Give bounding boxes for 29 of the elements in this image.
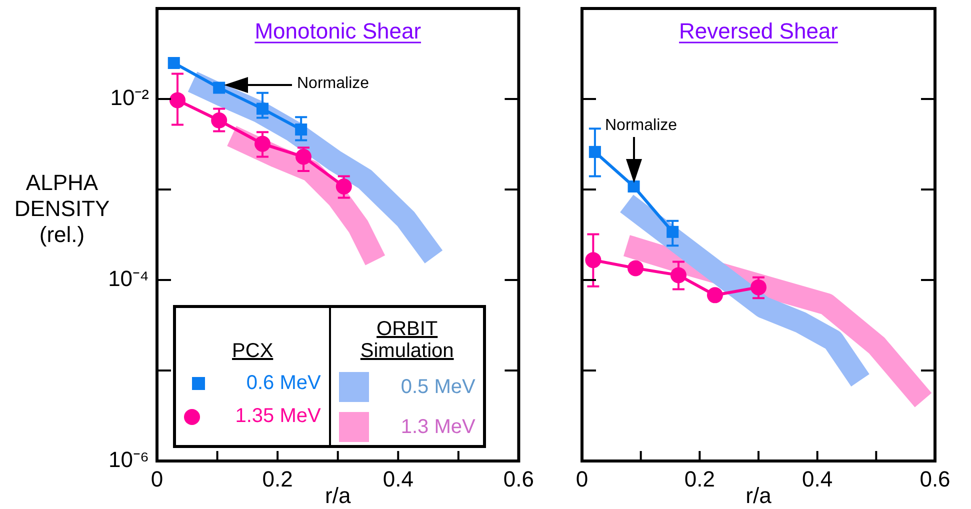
y-tick-label: 10⁻⁶ xyxy=(108,447,149,472)
legend-label: 1.35 MeV xyxy=(235,405,321,428)
y-axis-title: ALPHA DENSITY (rel.) xyxy=(14,170,110,248)
point xyxy=(628,260,644,276)
annotation: Normalize xyxy=(605,117,678,134)
x-axis-title: r/a xyxy=(325,483,352,508)
x-axis-title: r/a xyxy=(746,483,772,508)
x-tick-label: 0.4 xyxy=(382,466,414,492)
text: Reversed Shear xyxy=(679,18,838,44)
x-tick-label: 0.2 xyxy=(262,466,293,492)
legend-label: 1.3 MeV xyxy=(400,416,476,438)
legend-label: 0.5 MeV xyxy=(400,376,476,398)
y-tick-label: 10⁻² xyxy=(110,85,149,110)
x-tick-label: 0.4 xyxy=(802,466,833,492)
x-tick-label: 0 xyxy=(150,466,164,492)
legend-title: PCX xyxy=(231,339,274,362)
point xyxy=(213,82,226,94)
x-tick-label: 0.6 xyxy=(920,466,950,492)
point xyxy=(706,287,723,304)
legend-label: 0.6 MeV xyxy=(246,372,321,395)
y-tick-label: 10⁻⁴ xyxy=(108,266,149,292)
annotation: ORBIT Simulation xyxy=(359,317,455,362)
point xyxy=(168,56,180,69)
annotation: Normalize xyxy=(297,75,370,92)
x-tick-label: 0.2 xyxy=(684,466,715,492)
x-tick-label: 0 xyxy=(576,466,588,492)
point xyxy=(628,180,640,192)
x-tick-label: 0.6 xyxy=(503,466,534,492)
text: Monotonic Shear xyxy=(254,18,422,44)
